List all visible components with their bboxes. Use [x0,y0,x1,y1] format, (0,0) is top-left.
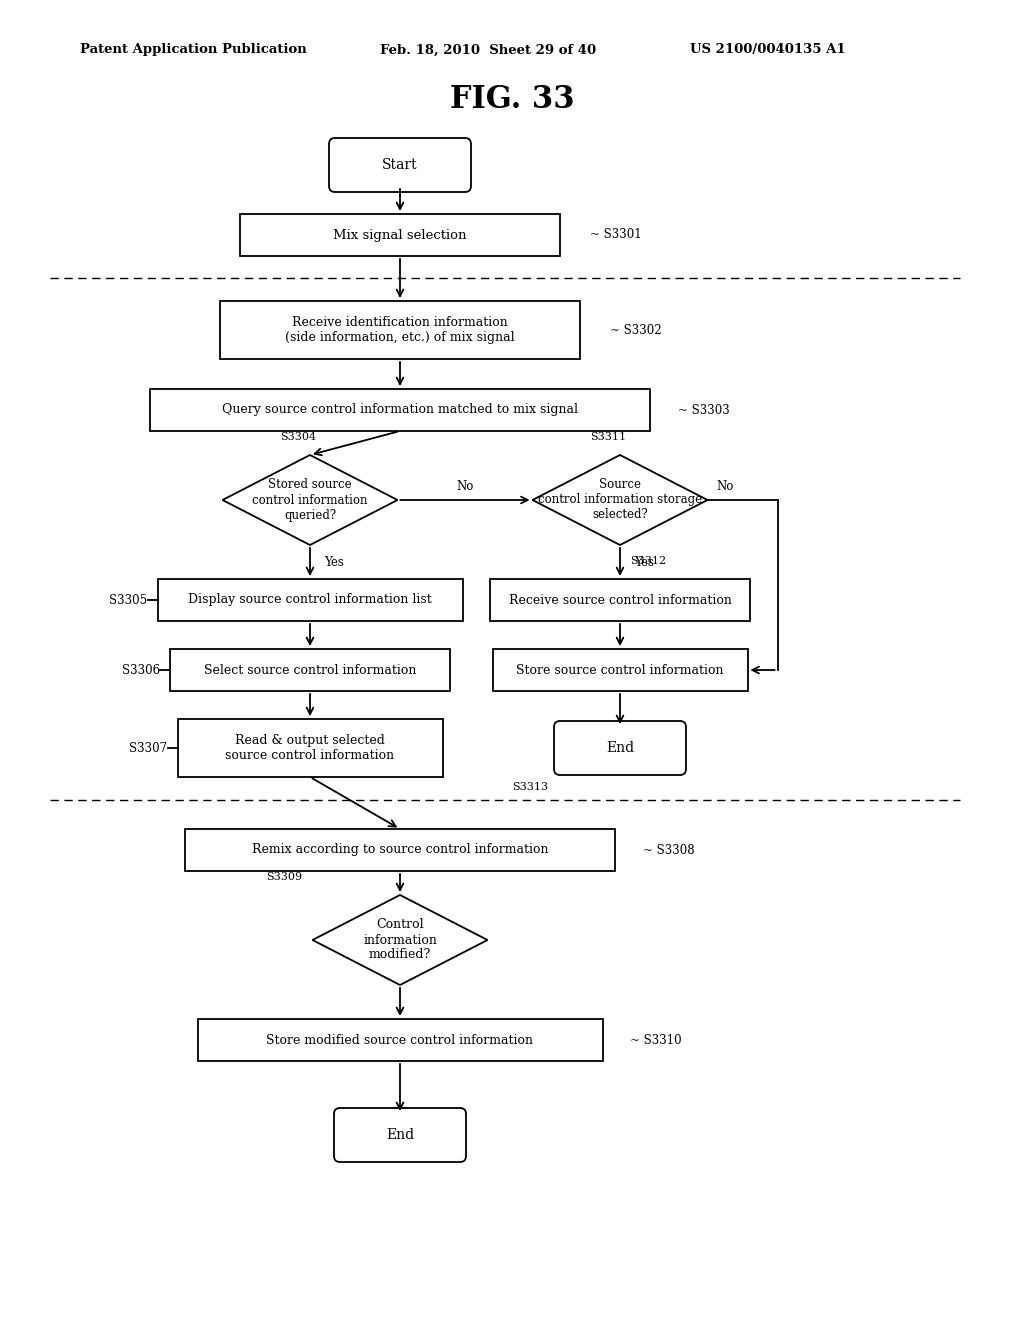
Text: Store modified source control information: Store modified source control informatio… [266,1034,534,1047]
Text: ~ S3301: ~ S3301 [590,228,642,242]
Text: US 2100/0040135 A1: US 2100/0040135 A1 [690,44,846,57]
Text: Store source control information: Store source control information [516,664,724,676]
Text: Select source control information: Select source control information [204,664,416,676]
Text: Patent Application Publication: Patent Application Publication [80,44,307,57]
Text: Query source control information matched to mix signal: Query source control information matched… [222,404,578,417]
Bar [177,719,442,777]
Text: Read & output selected
source control information: Read & output selected source control in… [225,734,394,762]
Text: Control
information
modified?: Control information modified? [364,919,437,961]
Text: S3313: S3313 [512,781,548,792]
Text: ~ S3302: ~ S3302 [610,323,662,337]
Bar [158,579,463,620]
Text: Start: Start [382,158,418,172]
Text: End: End [386,1129,414,1142]
Polygon shape [532,455,708,545]
Text: S3312: S3312 [630,556,667,566]
Bar [150,389,650,432]
Text: ~ S3308: ~ S3308 [643,843,694,857]
Text: Yes: Yes [634,556,654,569]
Bar [198,1019,602,1061]
Text: End: End [606,741,634,755]
Text: No: No [717,479,734,492]
Text: ~ S3303: ~ S3303 [678,404,730,417]
Text: Source
control information storage
selected?: Source control information storage selec… [538,479,702,521]
Text: S3311: S3311 [590,432,626,442]
Polygon shape [222,455,397,545]
Text: ~ S3310: ~ S3310 [631,1034,682,1047]
FancyBboxPatch shape [329,139,471,191]
Bar [220,301,580,359]
Text: FIG. 33: FIG. 33 [450,84,574,116]
Text: Remix according to source control information: Remix according to source control inform… [252,843,548,857]
Bar [185,829,615,871]
Polygon shape [312,895,487,985]
Text: S3309: S3309 [266,873,302,882]
Bar [170,649,450,690]
Text: No: No [457,479,474,492]
Text: Display source control information list: Display source control information list [188,594,432,606]
Text: Feb. 18, 2010  Sheet 29 of 40: Feb. 18, 2010 Sheet 29 of 40 [380,44,596,57]
Bar [240,214,560,256]
Text: S3306: S3306 [122,664,160,676]
Text: Receive source control information: Receive source control information [509,594,731,606]
Text: Yes: Yes [324,556,344,569]
Bar [490,579,750,620]
Text: Receive identification information
(side information, etc.) of mix signal: Receive identification information (side… [286,315,515,345]
FancyBboxPatch shape [334,1107,466,1162]
Text: S3305: S3305 [110,594,147,606]
Text: Mix signal selection: Mix signal selection [333,228,467,242]
Text: S3307: S3307 [129,742,168,755]
Bar [493,649,748,690]
Text: S3304: S3304 [280,432,316,442]
FancyBboxPatch shape [554,721,686,775]
Text: Stored source
control information
queried?: Stored source control information querie… [252,479,368,521]
